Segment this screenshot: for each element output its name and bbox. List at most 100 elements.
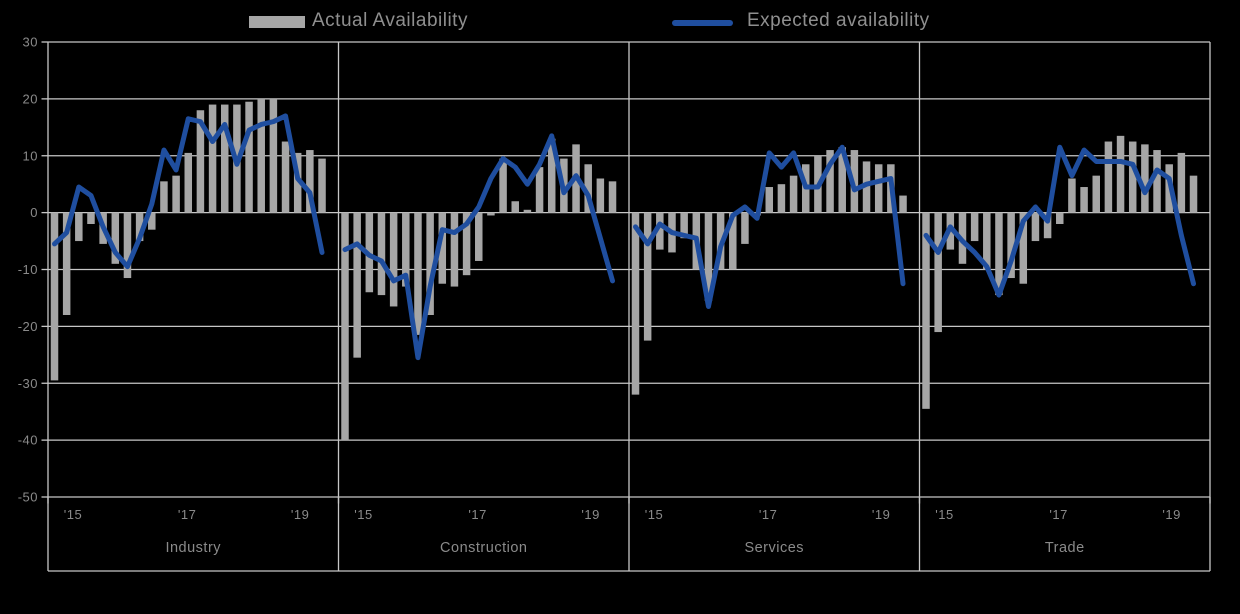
y-axis-tick-label: 0 — [30, 205, 38, 220]
actual-availability-bar — [608, 181, 617, 213]
actual-availability-bar — [1128, 141, 1137, 213]
actual-availability-bar — [402, 212, 410, 287]
actual-availability-bar — [643, 212, 652, 341]
actual-availability-bar — [1019, 212, 1028, 284]
actual-availability-bar — [899, 195, 907, 213]
y-axis-tick-label: 30 — [23, 35, 38, 50]
actual-availability-bar — [1056, 212, 1064, 224]
actual-availability-bar — [838, 147, 846, 213]
actual-availability-bar — [475, 212, 483, 261]
actual-availability-bar — [389, 212, 398, 307]
y-axis-tick-label: 10 — [23, 148, 38, 163]
actual-availability-bar — [970, 212, 979, 242]
actual-availability-bar — [1043, 212, 1052, 239]
actual-availability-bar — [741, 212, 749, 244]
actual-availability-bar — [535, 167, 544, 213]
actual-availability-bar — [62, 212, 71, 315]
actual-availability-bar — [922, 212, 930, 409]
panel-label: Construction — [440, 540, 527, 556]
actual-availability-bar — [160, 181, 168, 213]
x-axis-tick-label: '19 — [1162, 507, 1180, 522]
actual-availability-bar — [220, 104, 229, 213]
x-axis-tick-label: '19 — [581, 507, 599, 522]
actual-availability-bar — [257, 98, 265, 213]
actual-availability-bar — [511, 201, 519, 213]
actual-availability-bar — [1189, 175, 1198, 213]
actual-availability-bar — [523, 209, 532, 213]
x-axis-tick-label: '17 — [759, 507, 777, 522]
actual-availability-bar — [765, 187, 774, 213]
actual-availability-bar — [487, 212, 495, 216]
x-axis-tick-label: '15 — [354, 507, 372, 522]
actual-availability-bar — [75, 212, 83, 242]
x-axis-tick-label: '17 — [1049, 507, 1067, 522]
x-axis-tick-label: '17 — [468, 507, 486, 522]
actual-availability-bar — [874, 164, 883, 213]
actual-availability-bar — [596, 178, 605, 213]
actual-availability-bar — [547, 138, 556, 213]
actual-availability-bar — [934, 212, 942, 333]
panel-label: Services — [744, 540, 804, 556]
actual-availability-bar — [680, 212, 688, 239]
actual-availability-bar — [789, 175, 798, 213]
x-axis-tick-label: '15 — [935, 507, 953, 522]
actual-availability-bar — [87, 212, 95, 224]
actual-availability-bar — [499, 158, 507, 213]
actual-availability-bar — [450, 212, 459, 287]
actual-availability-bar — [50, 212, 59, 381]
actual-availability-bar — [729, 212, 737, 270]
actual-availability-bar — [1031, 212, 1040, 242]
actual-availability-bar — [826, 150, 834, 213]
actual-availability-bar — [148, 212, 156, 230]
actual-availability-bar — [983, 212, 991, 270]
actual-availability-bar — [245, 101, 253, 213]
x-axis-tick-label: '19 — [872, 507, 890, 522]
y-axis-tick-label: -30 — [18, 376, 38, 391]
actual-availability-bar — [862, 161, 871, 213]
actual-availability-bar — [184, 152, 193, 213]
panel-label: Industry — [165, 540, 221, 556]
actual-availability-bar — [1007, 212, 1015, 279]
y-axis-tick-label: -20 — [18, 319, 38, 334]
actual-availability-bar — [306, 150, 314, 213]
x-axis-tick-label: '17 — [178, 507, 196, 522]
x-axis-tick-label: '19 — [291, 507, 309, 522]
actual-availability-bar — [293, 152, 302, 213]
actual-availability-bar — [208, 104, 217, 213]
actual-availability-bar — [704, 212, 713, 301]
actual-availability-bar — [438, 212, 447, 284]
expected-availability-line — [52, 113, 325, 270]
actual-availability-bar — [584, 164, 592, 213]
legend-expected-line-swatch — [672, 20, 733, 26]
actual-availability-bar — [1116, 135, 1125, 213]
actual-availability-bar — [172, 175, 180, 213]
actual-availability-bar — [995, 212, 1003, 296]
actual-availability-bar — [1177, 152, 1186, 213]
expected-availability-line — [923, 144, 1197, 298]
x-axis-tick-label: '15 — [64, 507, 82, 522]
legend-actual-bar-swatch — [249, 16, 305, 28]
actual-availability-bar — [318, 158, 326, 213]
actual-availability-bar — [1104, 141, 1113, 213]
x-axis-tick-label: '15 — [645, 507, 663, 522]
y-axis-tick-label: -10 — [18, 262, 38, 277]
y-axis-tick-label: -50 — [18, 490, 38, 505]
actual-availability-bar — [1153, 150, 1161, 213]
actual-availability-bar — [656, 212, 664, 250]
actual-availability-bar — [281, 141, 290, 213]
actual-availability-bar — [1068, 178, 1076, 213]
actual-availability-bar — [269, 98, 278, 213]
panel-label: Trade — [1045, 540, 1085, 556]
actual-availability-bar — [377, 212, 386, 296]
actual-availability-bar — [353, 212, 361, 358]
actual-availability-bar — [123, 212, 132, 279]
actual-availability-bar — [1092, 175, 1100, 213]
actual-availability-bar — [1141, 144, 1149, 213]
actual-availability-bar — [414, 212, 422, 335]
legend-expected-label: Expected availability — [747, 10, 930, 31]
actual-availability-bar — [111, 212, 120, 264]
y-axis-tick-label: 20 — [23, 91, 38, 106]
y-axis-tick-label: -40 — [18, 433, 38, 448]
